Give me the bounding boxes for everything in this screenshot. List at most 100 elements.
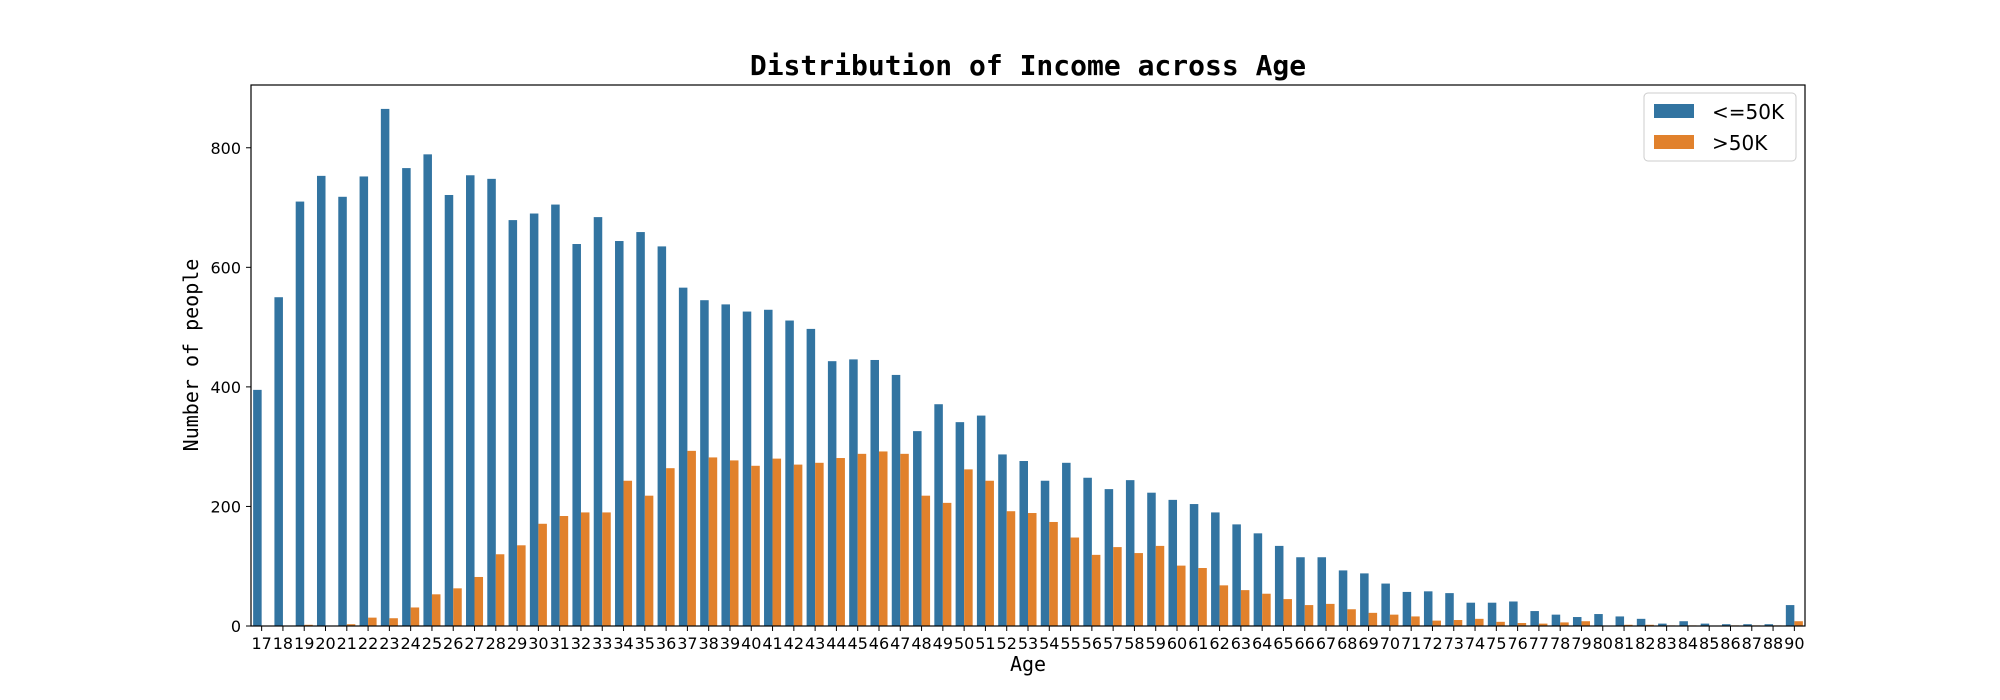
x-tick-label: 67 [1316,634,1336,653]
bar-gt50k-75 [1496,621,1505,626]
bar-gt50k-69 [1368,612,1378,626]
bar-gt50k-58 [1134,553,1143,626]
bar-gt50k-77 [1538,623,1548,626]
bar-gt50k-29 [517,545,526,626]
bar-le50k-61 [1189,504,1199,626]
y-tick-label: 400 [210,378,241,397]
bar-gt50k-65 [1283,599,1292,626]
bar-le50k-50 [955,422,965,626]
x-tick-label: 36 [656,634,676,653]
bar-le50k-30 [529,213,539,626]
bar-le50k-57 [1104,489,1114,626]
x-tick-label: 49 [933,634,953,653]
bar-gt50k-67 [1326,603,1335,626]
bar-gt50k-68 [1347,609,1356,626]
x-tick-label: 82 [1635,634,1655,653]
bar-le50k-32 [572,244,581,626]
bar-le50k-70 [1381,583,1390,626]
bar-le50k-29 [508,220,518,626]
x-tick-label: 26 [443,634,463,653]
x-axis-label: Age [1010,652,1046,676]
bar-gt50k-26 [453,588,462,626]
x-tick-label: 41 [762,634,782,653]
bar-le50k-81 [1615,616,1625,626]
bar-le50k-41 [764,309,773,626]
bar-le50k-40 [742,311,752,626]
bar-le50k-64 [1253,533,1263,626]
legend-label-le50k: <=50K [1712,100,1785,124]
bar-le50k-90 [1785,605,1795,626]
bar-gt50k-35 [644,495,654,626]
x-tick-label: 29 [507,634,527,653]
bar-le50k-59 [1147,492,1156,626]
x-axis: 17 18 19 20 21 22 23 24 25 26 27 28 29 30 31 32 33 34 35 36… [251,626,1805,653]
bar-gt50k-31 [559,516,569,626]
x-tick-label: 60 [1167,634,1187,653]
bar-gt50k-36 [666,468,675,626]
x-tick-label: 46 [869,634,889,653]
bar-gt50k-46 [878,451,888,626]
bar-le50k-54 [1040,480,1050,626]
x-tick-label: 28 [486,634,506,653]
bar-le50k-45 [849,359,858,626]
x-tick-label: 18 [273,634,293,653]
bar-le50k-87 [1743,624,1752,626]
x-tick-label: 35 [635,634,655,653]
bar-gt50k-27 [474,576,484,626]
bar-le50k-86 [1721,624,1731,626]
bar-le50k-55 [1062,462,1071,626]
x-tick-label: 17 [251,634,271,653]
bar-le50k-22 [359,176,369,626]
bar-le50k-56 [1083,477,1092,626]
bar-gt50k-37 [687,450,696,626]
bar-le50k-47 [891,374,901,626]
x-tick-label: 70 [1380,634,1400,653]
x-tick-label: 63 [1231,634,1251,653]
bar-le50k-88 [1764,624,1774,626]
bar-gt50k-64 [1262,593,1271,626]
bar-le50k-62 [1211,512,1220,626]
bar-le50k-36 [657,246,667,626]
x-tick-label: 50 [954,634,974,653]
bar-le50k-23 [380,108,390,626]
y-tick-label: 800 [210,139,241,158]
bar-le50k-72 [1423,591,1433,626]
x-tick-label: 68 [1337,634,1357,653]
x-tick-label: 62 [1209,634,1229,653]
x-tick-label: 59 [1146,634,1166,653]
bar-le50k-49 [934,404,943,626]
x-tick-label: 22 [358,634,378,653]
bar-le50k-85 [1700,623,1710,626]
bar-le50k-79 [1572,617,1582,626]
bar-gt50k-73 [1453,620,1463,626]
x-tick-label: 73 [1444,634,1464,653]
x-tick-label: 42 [784,634,804,653]
y-axis-label: Number of people [179,259,203,452]
x-tick-label: 69 [1358,634,1378,653]
x-tick-label: 37 [677,634,697,653]
bar-le50k-46 [870,359,879,626]
bar-le50k-42 [785,320,794,626]
bar-le50k-26 [444,194,454,627]
bar-gt50k-54 [1049,521,1058,626]
legend-swatch-gt50k [1654,135,1694,149]
x-tick-label: 83 [1656,634,1676,653]
y-tick-label: 200 [210,497,241,516]
bar-le50k-20 [316,175,326,627]
x-tick-label: 52 [997,634,1017,653]
bar-gt50k-71 [1411,616,1420,626]
x-tick-label: 38 [699,634,719,653]
bar-le50k-17 [253,389,262,626]
x-tick-label: 78 [1550,634,1570,653]
bar-gt50k-62 [1219,585,1229,626]
bar-le50k-25 [423,154,432,626]
bar-le50k-80 [1594,614,1603,626]
bar-le50k-51 [976,415,986,626]
bar-le50k-63 [1232,524,1241,626]
x-tick-label: 48 [911,634,931,653]
bar-le50k-53 [1019,461,1028,626]
y-axis: 0 200 400 600 800 [210,139,251,636]
bar-le50k-38 [700,300,709,626]
bar-le50k-65 [1274,545,1284,626]
bar-le50k-71 [1402,591,1412,626]
